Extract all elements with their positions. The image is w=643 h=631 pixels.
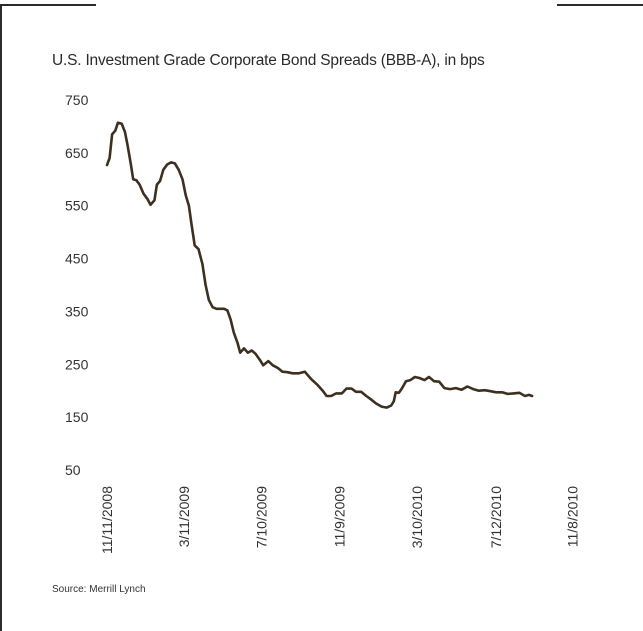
y-axis: 750 650 550 450 350 250 150 50 bbox=[65, 92, 89, 478]
x-axis: 11/11/2008 3/11/2009 7/10/2009 11/9/2009 3/1… bbox=[99, 486, 580, 554]
y-tick-label: 150 bbox=[65, 409, 89, 425]
y-tick-label: 250 bbox=[65, 356, 89, 372]
y-tick-label: 350 bbox=[65, 303, 89, 319]
y-tick-label: 450 bbox=[65, 251, 89, 267]
x-tick-label: 11/9/2009 bbox=[331, 486, 347, 547]
y-tick-label: 750 bbox=[65, 92, 89, 108]
y-tick-label: 550 bbox=[65, 198, 89, 214]
x-tick-label: 3/11/2009 bbox=[176, 486, 192, 547]
x-tick-label: 7/10/2009 bbox=[253, 486, 269, 548]
x-tick-label: 7/12/2010 bbox=[488, 486, 504, 548]
y-tick-label: 50 bbox=[65, 462, 81, 478]
x-tick-label: 11/11/2008 bbox=[99, 486, 115, 554]
x-tick-label: 11/8/2010 bbox=[564, 486, 580, 547]
source-note: Source: Merrill Lynch bbox=[52, 584, 146, 595]
chart-title: U.S. Investment Grade Corporate Bond Spr… bbox=[52, 52, 485, 69]
y-tick-label: 650 bbox=[65, 145, 89, 161]
x-tick-label: 3/10/2010 bbox=[409, 486, 425, 548]
series-line bbox=[105, 121, 534, 409]
